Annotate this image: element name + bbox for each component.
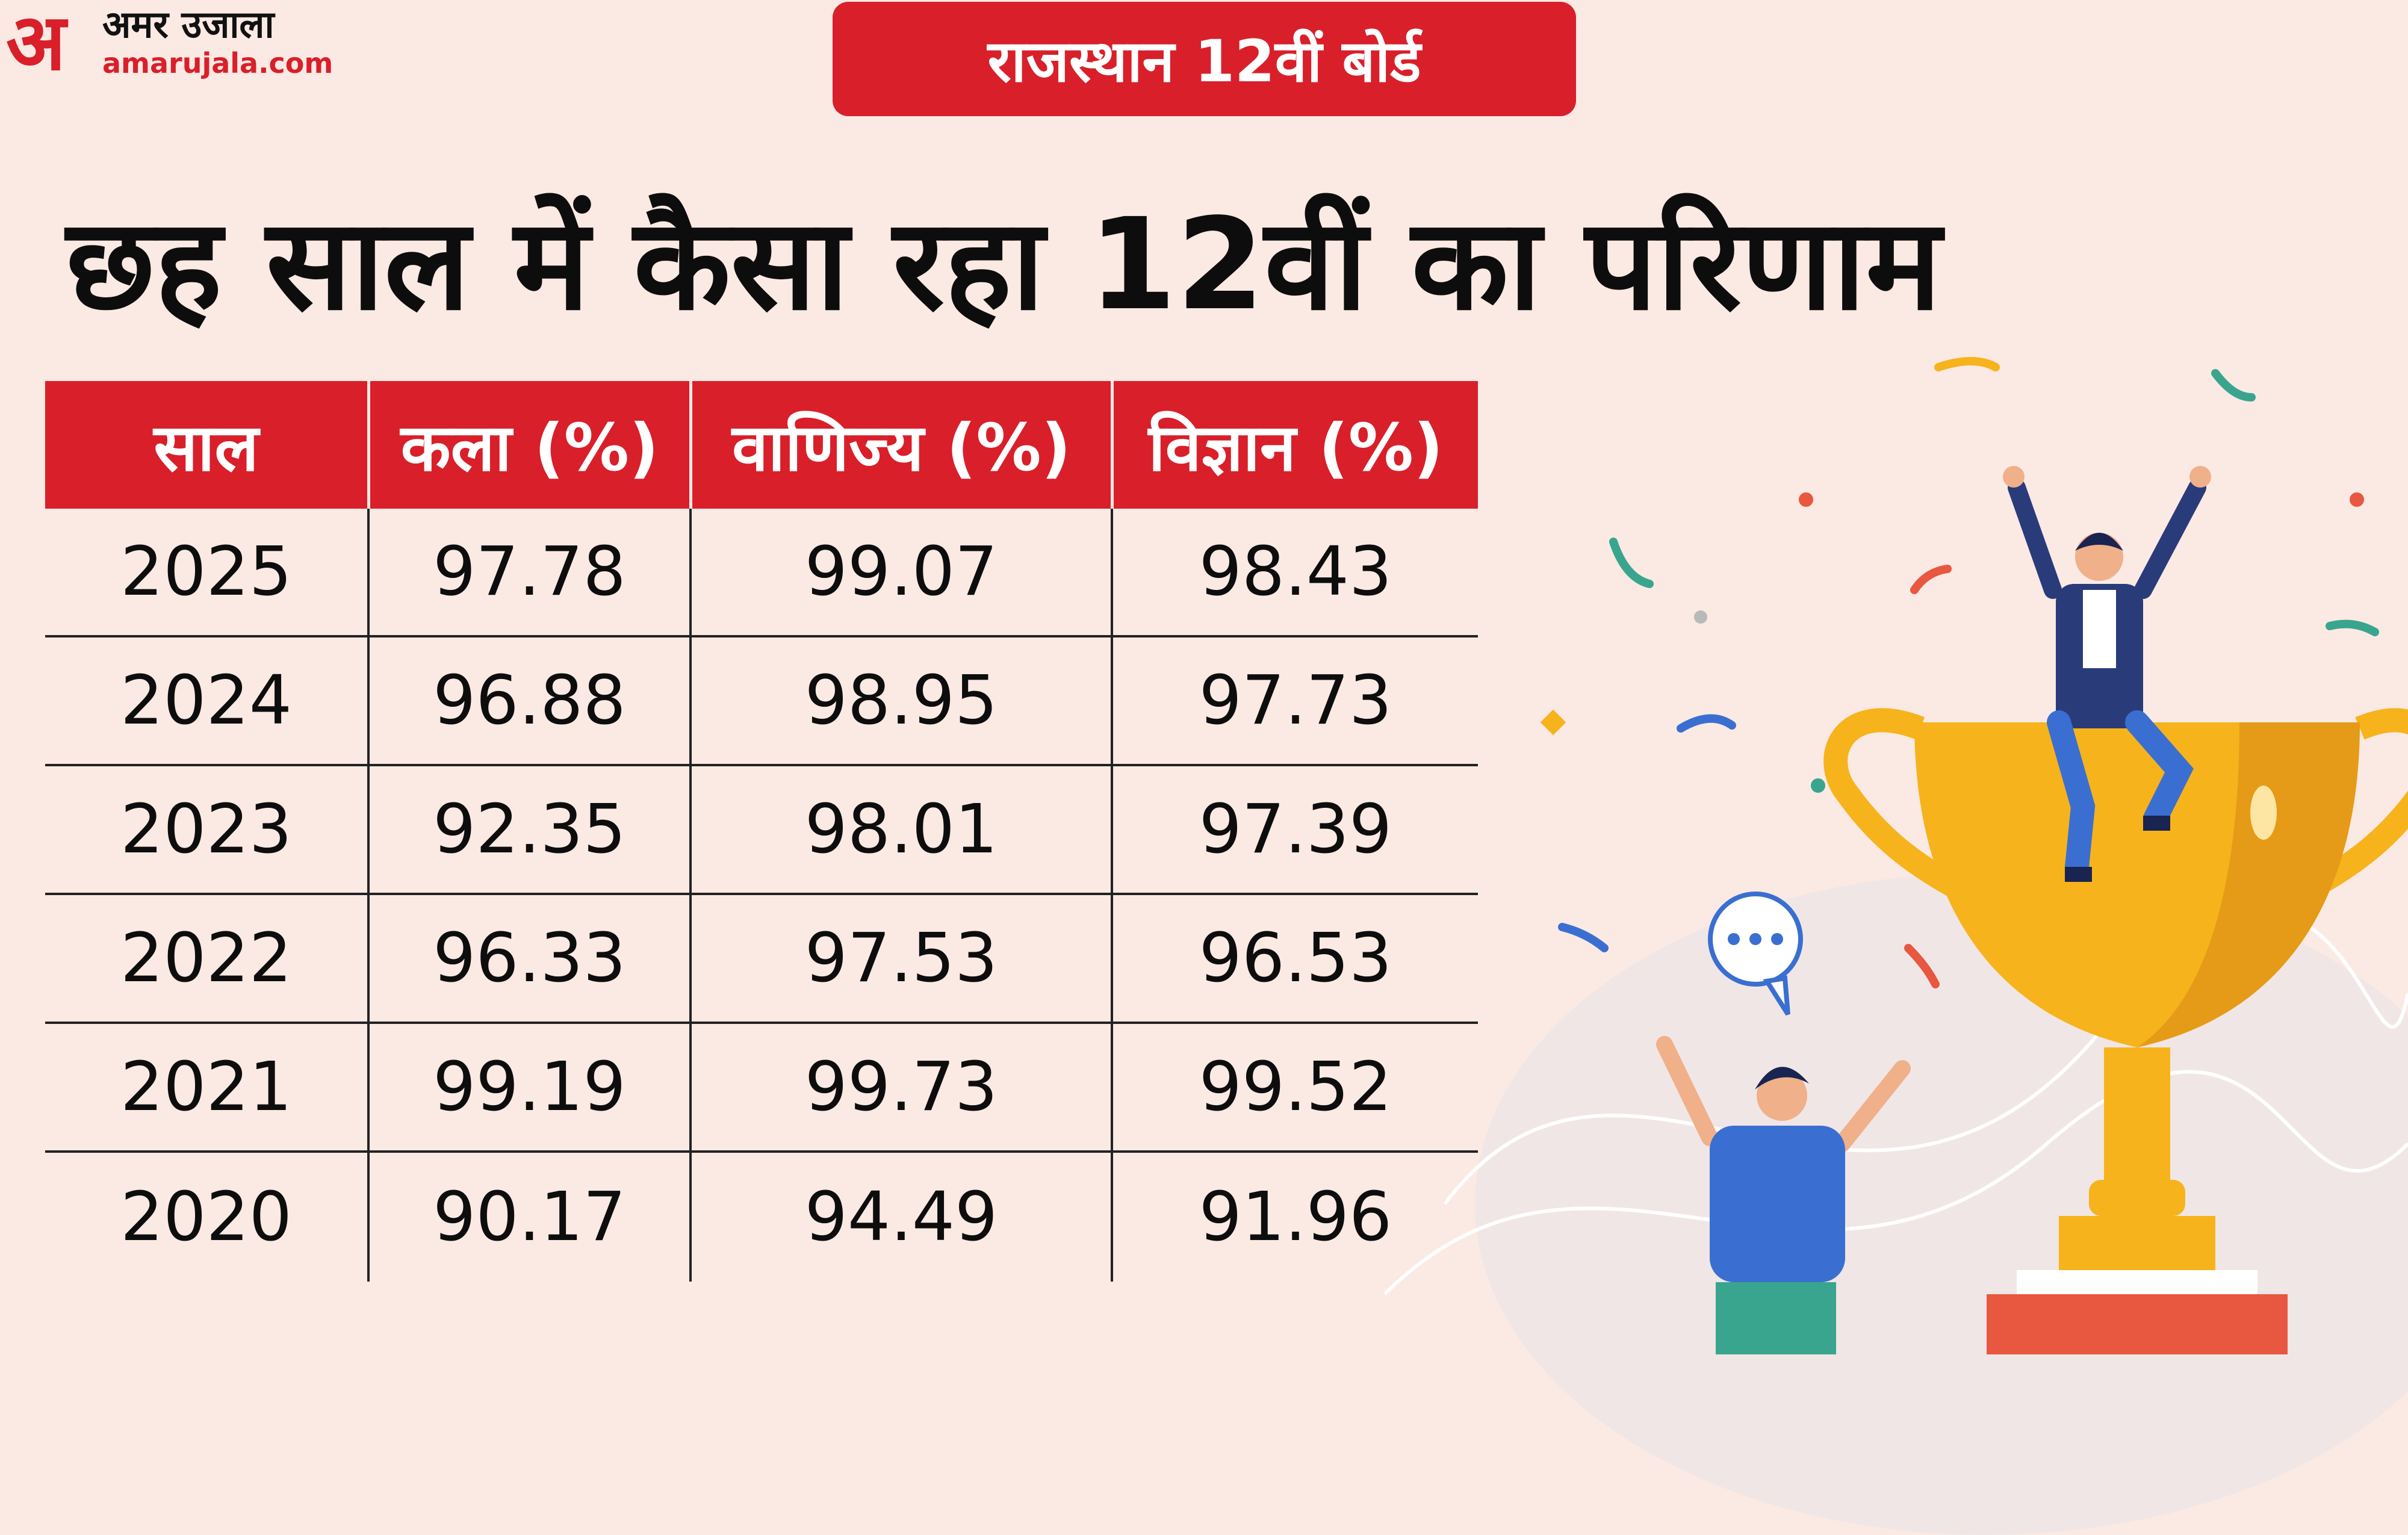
cell-arts: 97.78 [367, 509, 689, 635]
cell-year: 2024 [120, 662, 293, 740]
cell-science: 97.39 [1111, 766, 1478, 893]
cell-arts: 96.88 [367, 637, 689, 764]
cell-science: 91.96 [1111, 1153, 1478, 1282]
header-year: साल [154, 410, 259, 486]
table-row: 2024 96.88 98.95 97.73 [45, 637, 1478, 766]
results-table: साल कला (%) वाणिज्य (%) विज्ञान (%) 2025… [45, 381, 1478, 1282]
category-badge-label: राजस्थान 12वीं बोर्ड [987, 27, 1421, 95]
cell-commerce: 98.95 [689, 637, 1111, 764]
cell-commerce: 97.53 [689, 895, 1111, 1022]
brand-logo[interactable]: अ अमर उजाला amarujala.com [0, 0, 337, 87]
table-row: 2025 97.78 99.07 98.43 [45, 509, 1478, 637]
table-row: 2020 90.17 94.49 91.96 [45, 1153, 1478, 1282]
brand-url: amarujala.com [102, 47, 334, 79]
cell-arts: 96.33 [367, 895, 689, 1022]
cell-commerce: 99.07 [689, 509, 1111, 635]
header-science: विज्ञान (%) [1111, 381, 1478, 509]
cell-year: 2022 [120, 919, 293, 997]
cheering-person-icon [1656, 1036, 1911, 1354]
cell-year: 2020 [120, 1178, 293, 1256]
table-row: 2022 96.33 97.53 96.53 [45, 895, 1478, 1024]
cell-science: 98.43 [1111, 509, 1478, 635]
cell-year: 2023 [120, 790, 293, 869]
cell-science: 99.52 [1111, 1024, 1478, 1150]
cell-year: 2021 [120, 1048, 293, 1126]
header-arts: कला (%) [367, 381, 689, 509]
brand-name: अमर उजाला [102, 2, 275, 46]
cell-science: 97.73 [1111, 637, 1478, 764]
brand-mark: अ [6, 0, 66, 88]
category-badge: राजस्थान 12वीं बोर्ड [833, 2, 1576, 116]
cell-commerce: 99.73 [689, 1024, 1111, 1150]
speech-bubble-icon [1708, 892, 1803, 1016]
cell-arts: 99.19 [367, 1024, 689, 1150]
cell-commerce: 94.49 [689, 1153, 1111, 1282]
cell-arts: 90.17 [367, 1153, 689, 1282]
header-commerce: वाणिज्य (%) [689, 381, 1111, 509]
trophy-icon [1823, 708, 2408, 1354]
table-row: 2023 92.35 98.01 97.39 [45, 766, 1478, 895]
cell-science: 96.53 [1111, 895, 1478, 1022]
page-title: छह साल में कैसा रहा 12वीं का परिणाम [66, 191, 1941, 338]
table-row: 2021 99.19 99.73 99.52 [45, 1024, 1478, 1153]
celebrating-person-icon [2003, 466, 2211, 882]
cell-commerce: 98.01 [689, 766, 1111, 893]
background-lines [1385, 910, 2408, 1296]
cell-year: 2025 [120, 533, 293, 611]
cell-arts: 92.35 [367, 766, 689, 893]
table-header: साल कला (%) वाणिज्य (%) विज्ञान (%) [45, 381, 1478, 509]
celebration-illustration [1540, 357, 2408, 1354]
